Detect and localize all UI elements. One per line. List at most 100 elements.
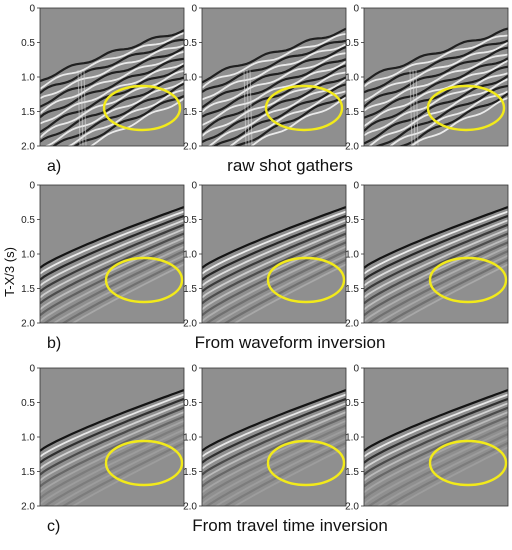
waveform-band: [40, 219, 184, 287]
waveform-band: [364, 57, 508, 119]
waveform-band: [40, 46, 184, 108]
y-tick-label: 2.0: [345, 502, 359, 513]
gather-panel: 0 0.5 1.0 1.5 2.0: [345, 4, 509, 153]
noise-trace: [243, 70, 247, 146]
y-tick-label: 1.5: [183, 467, 197, 478]
waveform-band: [395, 263, 508, 323]
highlight-ellipse: [104, 256, 184, 304]
noise-trace: [246, 70, 250, 146]
gather-panel: 0 0.5 1.0 1.5 2.0: [345, 181, 509, 330]
panel-rows: 0 0.5 1.0 1.5 2.0 0 0.5 1.0 1.5 2.0 0 0.5 1.0 1.5 2.0 a…: [21, 4, 509, 535]
waveform-band: [40, 210, 184, 275]
waveform-band: [89, 97, 184, 146]
waveform-band: [367, 433, 508, 506]
waveform-band: [364, 72, 508, 137]
waveform-band: [374, 84, 508, 146]
waveform-band: [364, 397, 508, 464]
y-tick-label: 1.0: [345, 250, 359, 261]
waveform-band: [40, 241, 184, 317]
waveform-band: [202, 210, 346, 275]
y-tick-label: 0: [29, 181, 35, 192]
waveform-band: [364, 41, 508, 102]
waveform-band: [364, 237, 508, 311]
y-tick-label: 1.0: [183, 433, 197, 444]
waveform-band: [202, 43, 346, 101]
waveform-band: [364, 59, 508, 127]
waveform-band: [233, 446, 346, 506]
waveform-band: [364, 424, 508, 500]
y-tick-label: 1.0: [183, 250, 197, 261]
y-axis-label: T-X/3 (s): [2, 247, 17, 297]
y-tick-label: 1.5: [345, 467, 359, 478]
waveform-band: [73, 94, 184, 146]
y-tick-label: 2.0: [183, 502, 197, 513]
highlight-ellipse: [428, 439, 508, 487]
waveform-band: [71, 263, 184, 323]
waveform-band: [40, 415, 184, 488]
y-tick-label: 1.5: [21, 284, 35, 295]
waveform-band: [202, 420, 346, 494]
waveform-band: [364, 34, 508, 88]
waveform-band: [40, 44, 184, 100]
gather-panel: 0 0.5 1.0 1.5 2.0: [183, 364, 347, 513]
waveform-band: [40, 214, 184, 281]
y-tick-label: 0.5: [183, 398, 197, 409]
waveform-band: [364, 428, 508, 505]
y-tick-label: 0.5: [183, 215, 197, 226]
waveform-band: [364, 393, 508, 458]
waveform-band: [202, 214, 346, 281]
waveform-band: [40, 237, 184, 311]
gather-panel: 0 0.5 1.0 1.5 2.0: [183, 181, 347, 330]
waveform-band: [367, 250, 508, 323]
waveform-band: [40, 76, 184, 143]
waveform-band: [202, 241, 346, 317]
panel-row-2: 0 0.5 1.0 1.5 2.0 0 0.5 1.0 1.5 2.0 0 0.5 1.0 1.5 2.0 b…: [21, 181, 509, 352]
noise-trace: [415, 70, 419, 146]
waveform-band: [40, 50, 184, 115]
waveform-band: [212, 83, 346, 146]
waveform-band: [40, 228, 184, 299]
y-tick-label: 0: [191, 4, 197, 15]
noise-trace: [80, 70, 84, 146]
waveform-band: [202, 411, 346, 482]
gather-panel: 0 0.5 1.0 1.5 2.0: [21, 364, 185, 513]
waveform-band: [202, 393, 346, 458]
waveform-band: [202, 52, 346, 113]
y-tick-label: 1.5: [345, 284, 359, 295]
y-tick-label: 2.0: [183, 142, 197, 153]
waveform-band: [40, 206, 184, 269]
waveform-band: [202, 76, 346, 143]
highlight-ellipse: [266, 439, 346, 487]
y-tick-label: 2.0: [345, 142, 359, 153]
waveform-band: [202, 424, 346, 500]
waveform-band: [40, 223, 184, 293]
waveform-band: [43, 250, 184, 323]
y-tick-label: 0: [353, 4, 359, 15]
waveform-band: [364, 228, 508, 299]
waveform-band: [202, 245, 346, 322]
waveform-band: [364, 210, 508, 275]
waveform-band: [202, 397, 346, 464]
gather-panel: 0 0.5 1.0 1.5 2.0: [345, 364, 509, 513]
waveform-band: [40, 62, 184, 125]
waveform-band: [202, 219, 346, 287]
y-tick-label: 0.5: [345, 38, 359, 49]
waveform-band: [364, 214, 508, 281]
waveform-band: [397, 92, 508, 146]
noise-trace: [77, 70, 81, 146]
y-tick-label: 0: [191, 364, 197, 375]
waveform-band: [40, 57, 184, 119]
row-label: b): [47, 335, 61, 352]
waveform-band: [202, 27, 346, 84]
y-tick-label: 1.5: [21, 107, 35, 118]
y-tick-label: 1.5: [345, 107, 359, 118]
waveform-band: [364, 402, 508, 470]
highlight-ellipse: [264, 84, 344, 132]
waveform-band: [43, 433, 184, 506]
noise-trace: [83, 70, 87, 146]
waveform-band: [44, 80, 184, 146]
waveform-band: [364, 219, 508, 287]
y-tick-label: 0.5: [345, 215, 359, 226]
panel-row-1: 0 0.5 1.0 1.5 2.0 0 0.5 1.0 1.5 2.0 0 0.5 1.0 1.5 2.0 a…: [21, 4, 509, 175]
waveform-band: [40, 38, 184, 95]
